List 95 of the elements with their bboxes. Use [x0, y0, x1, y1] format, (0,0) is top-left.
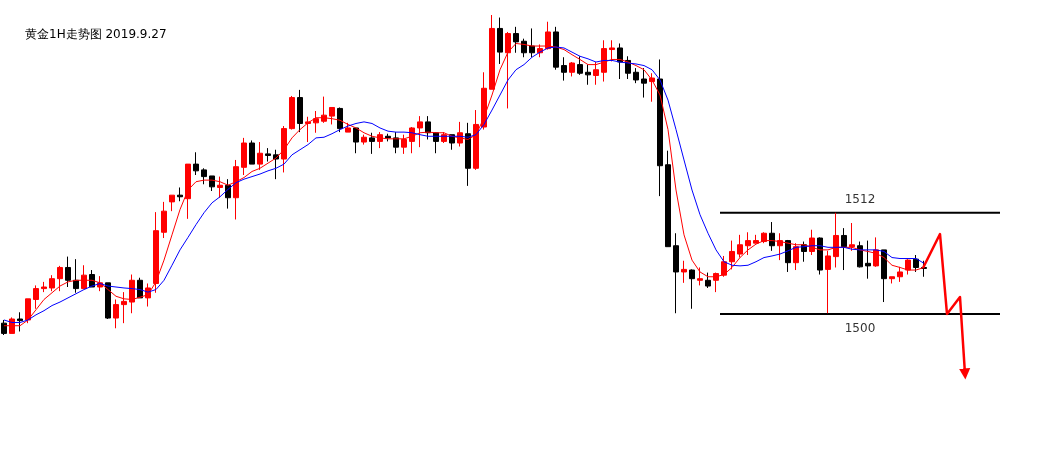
candlestick — [841, 227, 847, 271]
candlestick — [673, 232, 679, 314]
candlestick — [881, 249, 887, 303]
candlestick — [233, 159, 239, 220]
candlestick — [585, 64, 591, 86]
candlestick — [81, 264, 87, 290]
candlestick — [657, 58, 663, 197]
candlestick — [513, 26, 519, 54]
candlestick — [617, 42, 623, 80]
candlestick — [177, 186, 183, 202]
candlestick — [753, 234, 759, 244]
candlestick — [33, 284, 39, 310]
candlestick — [905, 258, 911, 276]
candlestick — [417, 115, 423, 148]
candlestick — [849, 222, 855, 252]
candlestick — [361, 134, 367, 146]
candlestick — [249, 139, 255, 165]
candlestick — [409, 126, 415, 154]
candlestick — [217, 176, 223, 199]
candlestick — [345, 122, 351, 133]
candlestick — [329, 106, 335, 125]
candlestick — [577, 55, 583, 76]
candlestick — [289, 95, 295, 131]
candlestick — [745, 231, 751, 256]
annotation: 1512 — [844, 191, 876, 206]
candlestick — [65, 256, 71, 288]
candlestick — [833, 212, 839, 268]
candlestick — [737, 234, 743, 259]
candlestick — [129, 274, 135, 314]
candlestick — [17, 311, 23, 332]
candlestick — [825, 250, 831, 314]
candlestick — [161, 201, 167, 239]
candlestick — [241, 137, 247, 176]
candlestick — [377, 131, 383, 149]
candlestick — [633, 67, 639, 84]
candlestick — [369, 132, 375, 155]
candlestick — [425, 115, 431, 140]
candlestick — [305, 116, 311, 143]
candlestick — [337, 106, 343, 133]
candlestick — [121, 291, 127, 324]
candlestick — [153, 211, 159, 294]
candlestick — [857, 241, 863, 268]
candlestick — [897, 266, 903, 283]
candlestick — [649, 72, 655, 103]
candlestick — [193, 151, 199, 176]
candlestick — [433, 131, 439, 154]
candlestick — [201, 167, 207, 185]
candlestick — [713, 272, 719, 293]
candlestick — [817, 236, 823, 276]
candlestick — [793, 242, 799, 271]
candlestick — [353, 127, 359, 154]
candlestick — [561, 56, 567, 82]
candlestick — [473, 109, 479, 171]
candlestick — [313, 110, 319, 134]
candlestick — [185, 163, 191, 220]
candlestick — [257, 141, 263, 171]
candlestick — [281, 125, 287, 173]
candlestick — [913, 254, 919, 273]
candlestick — [521, 38, 527, 58]
candlestick — [393, 131, 399, 154]
candlestick — [529, 27, 535, 58]
candlestick — [697, 266, 703, 286]
candlestick — [41, 281, 47, 293]
candlestick — [401, 134, 407, 155]
candlestick — [465, 122, 471, 187]
candlestick — [1, 319, 7, 336]
annotation: 1500 — [844, 320, 876, 335]
candlestick — [481, 71, 487, 131]
candlestick — [641, 67, 647, 99]
candlestick — [777, 232, 783, 261]
candlestick — [873, 236, 879, 268]
candlestick — [105, 282, 111, 320]
candlestick — [265, 147, 271, 163]
candlestick — [113, 298, 119, 329]
candlestick — [865, 240, 871, 280]
candlestick — [681, 260, 687, 284]
candlestick — [73, 258, 79, 294]
candlestick — [809, 229, 815, 256]
candlestick — [889, 276, 895, 284]
candlestick — [569, 61, 575, 77]
candlestick — [25, 298, 31, 324]
candlestick — [729, 240, 735, 270]
candlestick — [705, 272, 711, 289]
candlestick — [297, 89, 303, 133]
text: 黄金1H走势图 2019.9.27 — [25, 27, 167, 41]
candlestick — [169, 194, 175, 212]
candlestick — [769, 221, 775, 252]
candlestick — [553, 26, 559, 71]
candlestick — [593, 61, 599, 86]
candlestick — [321, 96, 327, 124]
candlestick — [665, 150, 671, 248]
candlestick — [497, 17, 503, 65]
candlestick — [689, 268, 695, 310]
candlestick — [57, 265, 63, 292]
candlestick — [49, 274, 55, 292]
